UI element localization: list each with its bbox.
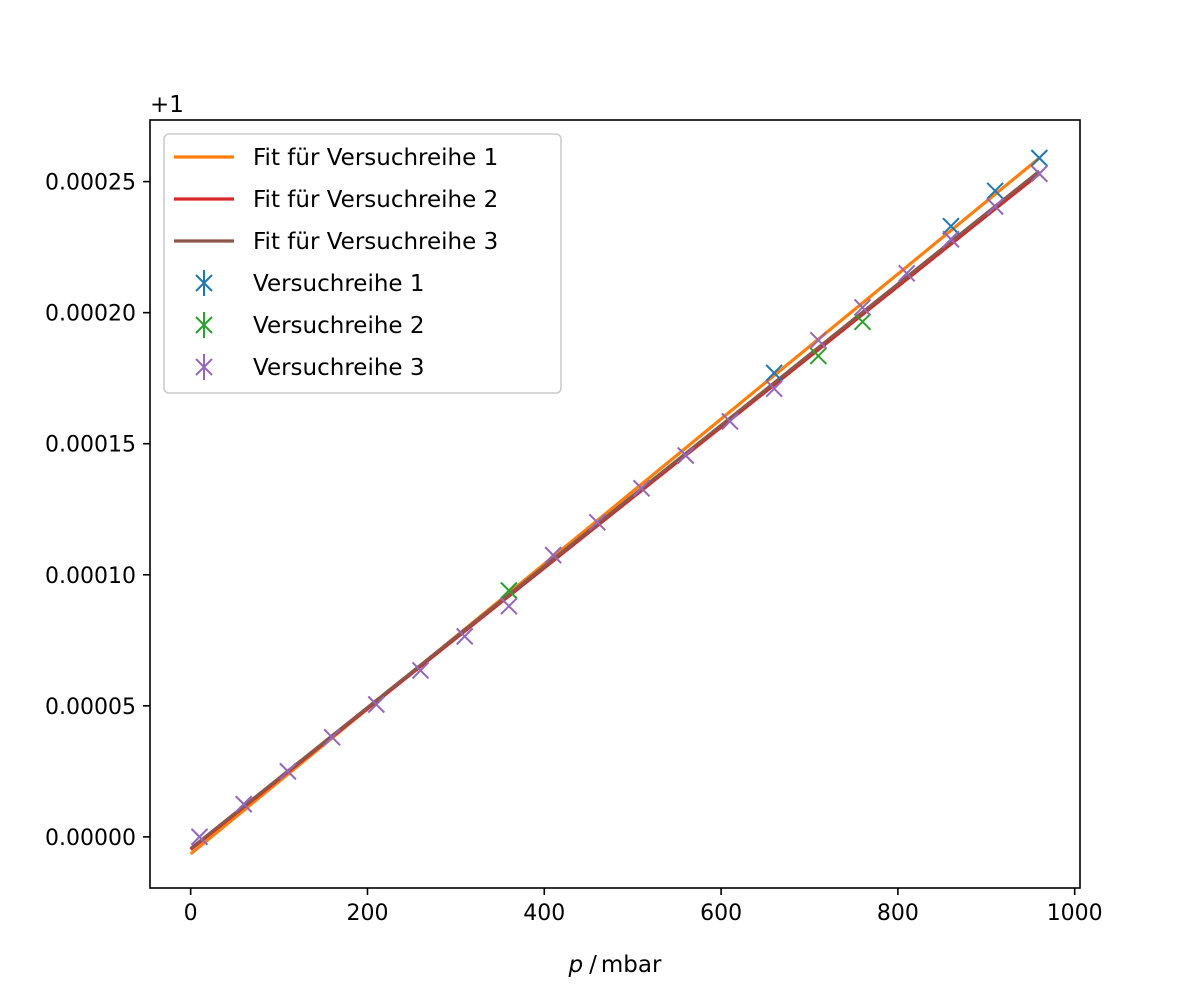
- series-3-point-2: [234, 795, 253, 813]
- point-marker: [411, 661, 430, 680]
- series-3-point-14: [765, 379, 783, 398]
- series-3-point-5: [367, 695, 386, 714]
- point-marker: [234, 795, 253, 813]
- series-3-point-17: [898, 264, 916, 283]
- series-3-point-11: [632, 479, 651, 497]
- x-tick-label: 600: [700, 901, 742, 926]
- plot-frame: [149, 119, 1081, 889]
- point-marker: [588, 513, 607, 532]
- series-1-point-1: [765, 364, 783, 382]
- legend-entry-2: Fit für Versuchreihe 2: [174, 187, 498, 213]
- point-marker: [500, 581, 518, 600]
- point-marker: [632, 479, 651, 497]
- series-1-point-2: [942, 217, 960, 235]
- fit-line-3: [189, 169, 1041, 850]
- point-marker: [942, 230, 960, 248]
- point-marker: [500, 597, 518, 615]
- series-3-point-18: [942, 230, 960, 248]
- y-tick-label: 0.00005: [45, 695, 136, 720]
- y-tick-label: 0.00015: [45, 433, 136, 458]
- legend-label: Fit für Versuchreihe 3: [253, 229, 498, 255]
- series-3-point-12: [677, 446, 695, 465]
- series-1-point-4: [1030, 149, 1049, 167]
- x-tick-label: 400: [523, 901, 565, 926]
- point-marker: [986, 182, 1004, 200]
- legend-entry-1: Fit für Versuchreihe 1: [174, 145, 498, 171]
- point-marker: [279, 762, 297, 781]
- point-marker: [765, 364, 783, 382]
- y-offset-label: +1: [150, 92, 184, 118]
- series-3-point-19: [986, 197, 1004, 216]
- legend: Fit für Versuchreihe 1 Fit für Versuchrei…: [163, 133, 562, 394]
- series-3-point-16: [853, 298, 872, 317]
- y-tick-label: 0.00025: [45, 171, 136, 196]
- point-marker: [942, 217, 960, 235]
- series-3-point-1: [190, 828, 209, 846]
- point-marker: [809, 331, 828, 349]
- point-marker: [190, 828, 209, 846]
- series-3-point-20: [1030, 165, 1049, 183]
- legend-entry-3: Fit für Versuchreihe 3: [174, 229, 498, 255]
- y-tick-label: 0.00010: [45, 564, 136, 589]
- point-marker: [323, 728, 341, 746]
- series-3-point-10: [588, 513, 607, 532]
- point-marker: [677, 446, 695, 465]
- x-tick-label: 200: [346, 901, 388, 926]
- x-tick-label: 800: [877, 901, 919, 926]
- series-2-point-1: [500, 581, 518, 600]
- legend-entry-5: Versuchreihe 2: [195, 312, 425, 339]
- legend-marker-swatch: [195, 354, 213, 380]
- series-3-point-13: [721, 412, 739, 431]
- legend-label: Versuchreihe 3: [253, 355, 425, 381]
- point-marker: [809, 347, 828, 365]
- point-marker: [853, 313, 872, 331]
- series-2-point-2: [809, 347, 828, 365]
- point-marker: [544, 546, 562, 564]
- y-tick-label: 0.00000: [45, 826, 136, 851]
- y-tick-label: 0.00020: [45, 302, 136, 327]
- point-marker: [1030, 149, 1049, 167]
- legend-label: Fit für Versuchreihe 1: [253, 145, 498, 171]
- legend-entry-6: Versuchreihe 3: [195, 354, 425, 381]
- point-marker: [765, 379, 783, 398]
- series-3-point-3: [279, 762, 297, 781]
- legend-entry-4: Versuchreihe 1: [195, 270, 425, 297]
- series-3-point-15: [809, 331, 828, 349]
- series-3-point-9: [544, 546, 562, 564]
- x-tick-label: 0: [184, 901, 198, 926]
- point-marker: [456, 627, 474, 646]
- legend-label: Versuchreihe 2: [253, 313, 425, 339]
- series-3-point-6: [411, 661, 430, 680]
- series-3-point-4: [323, 728, 341, 746]
- x-axis-unit: mbar: [601, 952, 662, 978]
- point-marker: [853, 298, 872, 317]
- legend-marker-swatch: [195, 270, 213, 296]
- point-marker: [721, 412, 739, 431]
- legend-label: Fit für Versuchreihe 2: [253, 187, 498, 213]
- point-marker: [367, 695, 386, 714]
- point-marker: [898, 264, 916, 283]
- x-axis-label: p / mbar: [568, 952, 662, 978]
- x-axis: 0 200 400 600 800 1000: [184, 888, 1103, 926]
- y-axis: 0.00000 0.00005 0.00010 0.00015 0.00020 0.000…: [45, 171, 150, 851]
- series-3-point-7: [456, 627, 474, 646]
- point-marker: [986, 197, 1004, 216]
- series-3-point-8: [500, 597, 518, 615]
- legend-marker-swatch: [195, 312, 213, 338]
- point-marker: [1030, 165, 1049, 183]
- x-axis-variable: p: [568, 952, 584, 978]
- legend-label: Versuchreihe 1: [253, 271, 425, 297]
- x-axis-separator: /: [589, 952, 597, 978]
- series-1-point-3: [986, 182, 1004, 200]
- legend-box: [163, 133, 562, 394]
- x-tick-label: 1000: [1047, 901, 1103, 926]
- series-2-point-3: [853, 313, 872, 331]
- data-points: [190, 149, 1049, 846]
